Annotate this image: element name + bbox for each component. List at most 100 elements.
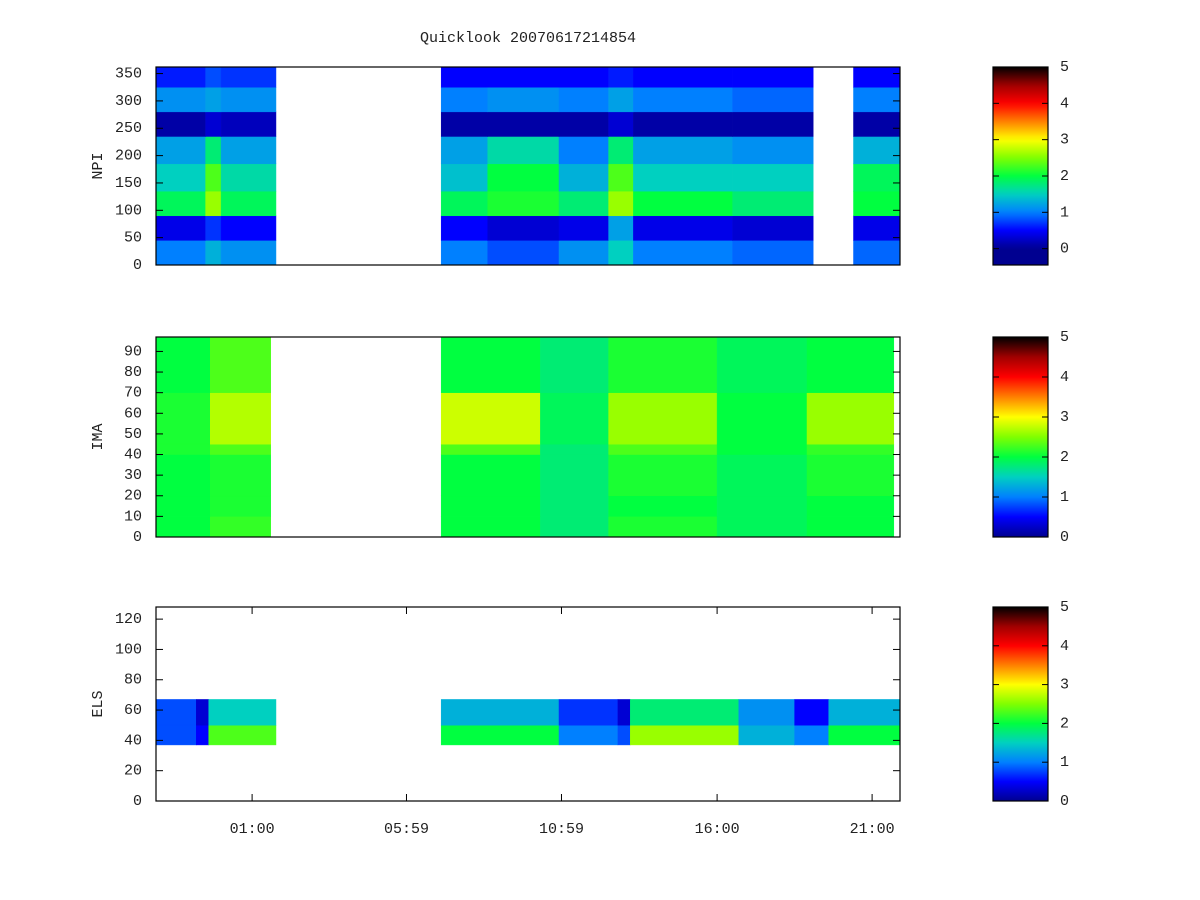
heatmap-cell [633, 66, 733, 88]
heatmap-cell [440, 163, 488, 192]
heatmap-cell [633, 86, 733, 113]
heatmap-cell [732, 240, 814, 266]
y-tick-label: 60 [124, 405, 142, 422]
heatmap-cell [487, 240, 560, 266]
colorbar-frame [992, 66, 1049, 266]
heatmap-cell [440, 240, 488, 266]
colorbar-tick-label: 3 [1060, 409, 1069, 426]
heatmap-cell [155, 495, 211, 517]
heatmap-cell [732, 136, 814, 165]
x-tick-label: 10:59 [539, 821, 584, 838]
heatmap-cell [608, 163, 634, 192]
heatmap-cell [540, 454, 609, 497]
heatmap-cell [155, 111, 206, 137]
heatmap-cell [558, 66, 609, 88]
y-tick-label: 150 [115, 175, 142, 192]
heatmap-cell [617, 699, 631, 726]
y-tick-label: 80 [124, 364, 142, 381]
y-tick-label: 60 [124, 702, 142, 719]
heatmap-cell [155, 163, 206, 192]
heatmap-cell [487, 215, 560, 241]
colorbar-frame [992, 606, 1049, 802]
heatmap-cell [440, 336, 541, 393]
heatmap-cell [608, 392, 718, 445]
heatmap-cell [806, 454, 895, 497]
heatmap-cell [608, 215, 634, 241]
colorbar-tick-label: 5 [1060, 599, 1069, 616]
heatmap-cell [558, 163, 609, 192]
x-tick-label: 01:00 [230, 821, 275, 838]
heatmap-cell [220, 215, 277, 241]
heatmap-cell [716, 336, 808, 393]
heatmap-cell [440, 454, 541, 497]
heatmap-cell [155, 240, 206, 266]
y-tick-label: 0 [133, 793, 142, 810]
heatmap-cell [558, 215, 609, 241]
heatmap-cell [196, 724, 209, 746]
colorbar-tick-label: 4 [1060, 95, 1069, 112]
heatmap-cell [558, 190, 609, 217]
heatmap-cell [608, 454, 718, 497]
heatmap-cell [155, 699, 197, 726]
colorbar-tick-label: 1 [1060, 754, 1069, 771]
heatmap-cell [210, 454, 271, 497]
heatmap-cell [794, 699, 829, 726]
heatmap-cell [220, 240, 277, 266]
colorbar-tick-label: 1 [1060, 489, 1069, 506]
heatmap-cell [853, 190, 901, 217]
heatmap-cell [738, 699, 795, 726]
y-tick-label: 120 [115, 611, 142, 628]
heatmap-cell [608, 66, 634, 88]
y-tick-label: 100 [115, 202, 142, 219]
heatmap-cell [828, 699, 901, 726]
heatmap-cell [155, 136, 206, 165]
y-tick-label: 200 [115, 148, 142, 165]
colorbar-tick-label: 0 [1060, 241, 1069, 258]
heatmap-cell [205, 163, 222, 192]
heatmap-cell [440, 516, 541, 538]
heatmap-cell [205, 190, 222, 217]
colorbar-frame [992, 336, 1049, 538]
heatmap-cell [633, 215, 733, 241]
chart-title: Quicklook 20070617214854 [420, 30, 636, 47]
plot-frame [155, 66, 901, 266]
heatmap-cell [440, 136, 488, 165]
y-tick-label: 20 [124, 763, 142, 780]
heatmap-cell [210, 392, 271, 445]
heatmap-cell [205, 240, 222, 266]
heatmap-cell [853, 240, 901, 266]
heatmap-cell [806, 392, 895, 445]
heatmap-cell [608, 190, 634, 217]
y-tick-label: 10 [124, 508, 142, 525]
heatmap-cell [487, 86, 560, 113]
heatmap-cell [440, 111, 488, 137]
y-tick-label: 20 [124, 488, 142, 505]
heatmap-cell [558, 86, 609, 113]
heatmap-cell [732, 190, 814, 217]
heatmap-cell [440, 443, 541, 455]
heatmap-cell [608, 336, 718, 393]
heatmap-cell [608, 443, 718, 455]
y-tick-label: 40 [124, 446, 142, 463]
heatmap-cell [487, 190, 560, 217]
colorbar-tick-label: 4 [1060, 638, 1069, 655]
heatmap-cell [487, 136, 560, 165]
y-tick-label: 50 [124, 426, 142, 443]
colorbar-tick-label: 1 [1060, 204, 1069, 221]
heatmap-cell [633, 190, 733, 217]
x-tick-label: 16:00 [695, 821, 740, 838]
colorbar [993, 67, 1048, 265]
y-tick-label: 250 [115, 120, 142, 137]
colorbar-tick-label: 0 [1060, 793, 1069, 810]
heatmap-cell [828, 724, 901, 746]
y-tick-label: 90 [124, 343, 142, 360]
heatmap-cell [732, 111, 814, 137]
heatmap-cell [440, 86, 488, 113]
colorbar-tick-label: 0 [1060, 529, 1069, 546]
heatmap-cell [558, 111, 609, 137]
y-axis-label: NPI [90, 152, 107, 179]
heatmap-cell [208, 699, 277, 726]
heatmap-cell [540, 516, 609, 538]
heatmap-cell [208, 724, 277, 746]
